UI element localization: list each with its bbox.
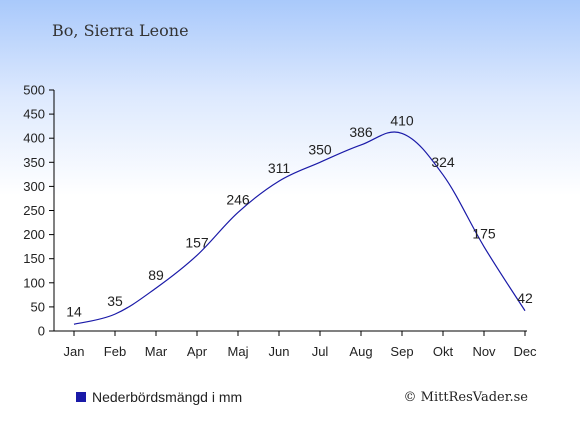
y-tick-label: 400 [23, 131, 45, 146]
legend-label: Nederbördsmängd i mm [92, 389, 243, 405]
x-tick-label: Apr [187, 344, 208, 359]
x-tick-label: Mar [145, 344, 168, 359]
data-label: 157 [185, 234, 209, 250]
x-tick-label: Nov [472, 344, 496, 359]
chart-title: Bo, Sierra Leone [52, 21, 189, 40]
x-tick-label: Aug [349, 344, 372, 359]
y-tick-label: 500 [23, 83, 45, 98]
data-label: 386 [349, 124, 373, 140]
data-label: 35 [107, 293, 123, 309]
x-tick-label: Jul [312, 344, 329, 359]
data-label: 350 [308, 141, 332, 157]
y-tick-label: 450 [23, 107, 45, 122]
x-tick-label: Jan [64, 344, 85, 359]
data-label: 42 [517, 290, 533, 306]
y-tick-label: 100 [23, 275, 45, 290]
y-tick-label: 250 [23, 203, 45, 218]
y-tick-label: 300 [23, 179, 45, 194]
data-label: 410 [390, 112, 414, 128]
data-label: 311 [268, 160, 291, 176]
legend-swatch [76, 392, 86, 402]
y-tick-label: 50 [31, 299, 45, 314]
x-tick-label: Dec [513, 344, 537, 359]
x-tick-label: Sep [390, 344, 413, 359]
x-tick-label: Okt [433, 344, 454, 359]
data-label: 14 [66, 303, 82, 319]
credit-text: © MittResVader.se [403, 390, 528, 405]
y-tick-label: 0 [38, 324, 45, 339]
x-tick-label: Feb [104, 344, 126, 359]
legend: Nederbördsmängd i mm [76, 389, 242, 405]
x-tick-label: Maj [228, 344, 249, 359]
y-tick-label: 350 [23, 155, 45, 170]
data-label: 175 [472, 226, 496, 242]
y-tick-label: 200 [23, 227, 45, 242]
series-line [73, 131, 526, 325]
data-label: 246 [226, 191, 250, 207]
y-tick-label: 150 [23, 251, 45, 266]
x-tick-label: Jun [269, 344, 290, 359]
data-label: 324 [431, 154, 455, 170]
data-label: 89 [148, 267, 164, 283]
